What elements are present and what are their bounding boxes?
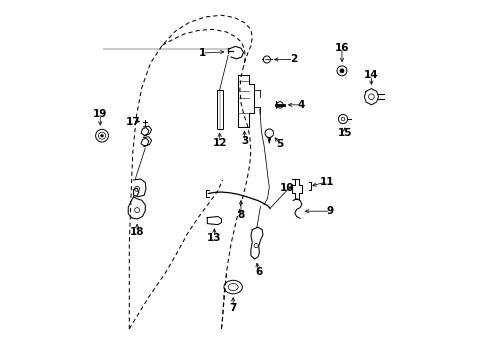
Text: 3: 3 [241, 136, 247, 146]
Circle shape [96, 129, 108, 142]
Circle shape [338, 114, 347, 123]
Text: 16: 16 [334, 43, 348, 53]
Text: 2: 2 [289, 54, 296, 64]
Text: 15: 15 [337, 128, 351, 138]
Circle shape [339, 69, 344, 73]
Text: 11: 11 [319, 177, 334, 187]
Text: 17: 17 [125, 117, 140, 126]
Circle shape [341, 117, 344, 121]
Text: 4: 4 [297, 100, 305, 110]
Text: 10: 10 [279, 183, 294, 193]
Text: 7: 7 [229, 303, 236, 312]
Circle shape [336, 66, 346, 76]
Circle shape [263, 56, 270, 63]
Text: 1: 1 [198, 48, 205, 58]
Circle shape [101, 134, 103, 137]
Text: 5: 5 [276, 139, 283, 149]
Bar [216, 90, 222, 129]
Circle shape [134, 208, 139, 213]
Text: 8: 8 [237, 211, 244, 220]
Text: 18: 18 [130, 227, 144, 237]
Text: 13: 13 [207, 233, 221, 243]
Circle shape [134, 186, 139, 192]
Text: 9: 9 [326, 206, 333, 216]
Circle shape [368, 94, 373, 100]
Circle shape [98, 132, 105, 139]
Text: 14: 14 [364, 71, 378, 80]
Text: 6: 6 [255, 267, 262, 277]
Circle shape [254, 243, 258, 248]
Text: 19: 19 [93, 109, 107, 120]
Circle shape [276, 102, 283, 108]
Text: 12: 12 [212, 138, 226, 148]
